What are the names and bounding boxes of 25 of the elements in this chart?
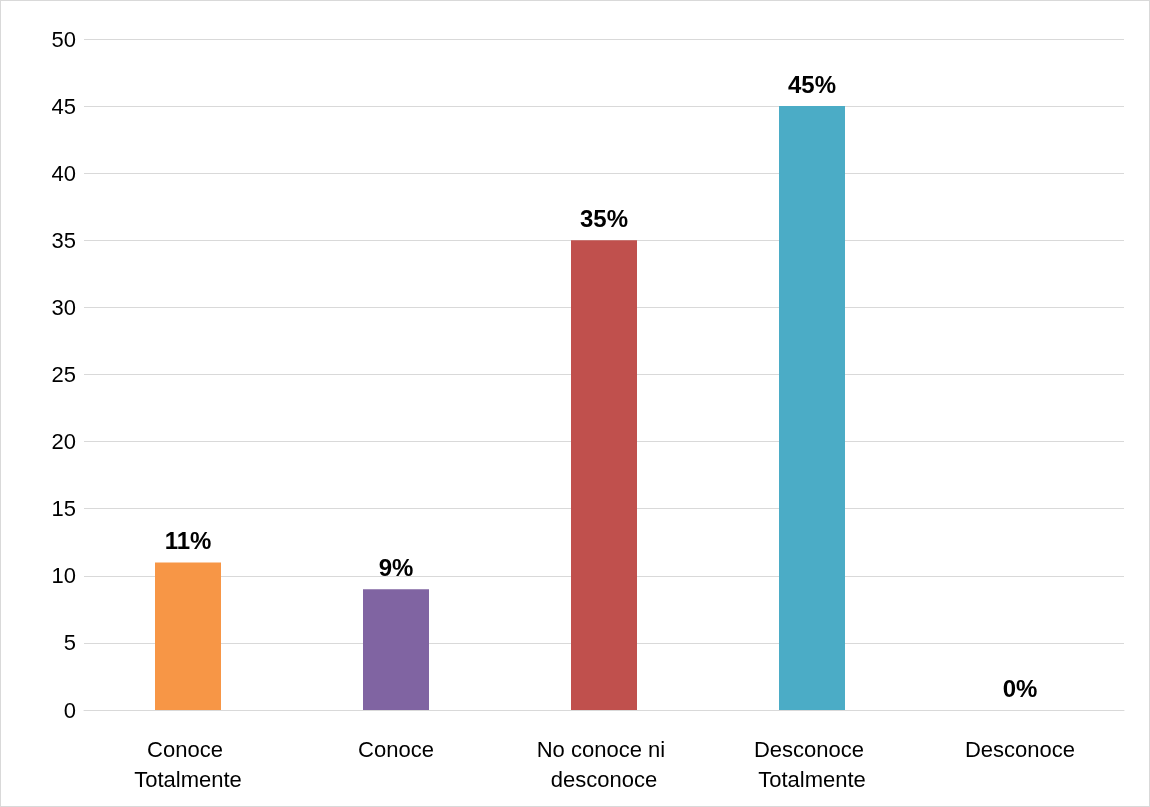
bar: [571, 240, 637, 710]
data-label: 45%: [787, 70, 837, 98]
data-label: 35%: [579, 204, 629, 232]
x-tick-label: Desconoce: [964, 736, 1076, 762]
y-tick-label: 20: [51, 429, 76, 455]
x-tick-label: No conoce ni desconoce: [536, 736, 672, 792]
y-tick-label: 15: [51, 496, 76, 522]
y-tick-label: 0: [63, 697, 76, 723]
y-tick-label: 35: [51, 227, 76, 253]
data-label: 0%: [1002, 674, 1038, 702]
y-tick-label: 5: [63, 630, 76, 656]
bar: [155, 562, 221, 710]
x-tick-label: Conoce Totalmente: [134, 736, 242, 792]
x-tick-label: Conoce: [358, 736, 434, 762]
y-tick-label: 45: [51, 93, 76, 119]
x-tick-label: Desconoce Totalmente: [753, 736, 871, 792]
data-label: 9%: [378, 553, 414, 581]
y-tick-label: 25: [51, 362, 76, 387]
bar: [779, 106, 845, 710]
bar: [363, 589, 429, 710]
data-label: 11%: [164, 526, 212, 554]
y-tick-label: 30: [51, 294, 76, 320]
y-tick-label: 40: [51, 160, 76, 186]
y-tick-label: 50: [51, 26, 76, 52]
y-tick-label: 10: [51, 563, 76, 589]
